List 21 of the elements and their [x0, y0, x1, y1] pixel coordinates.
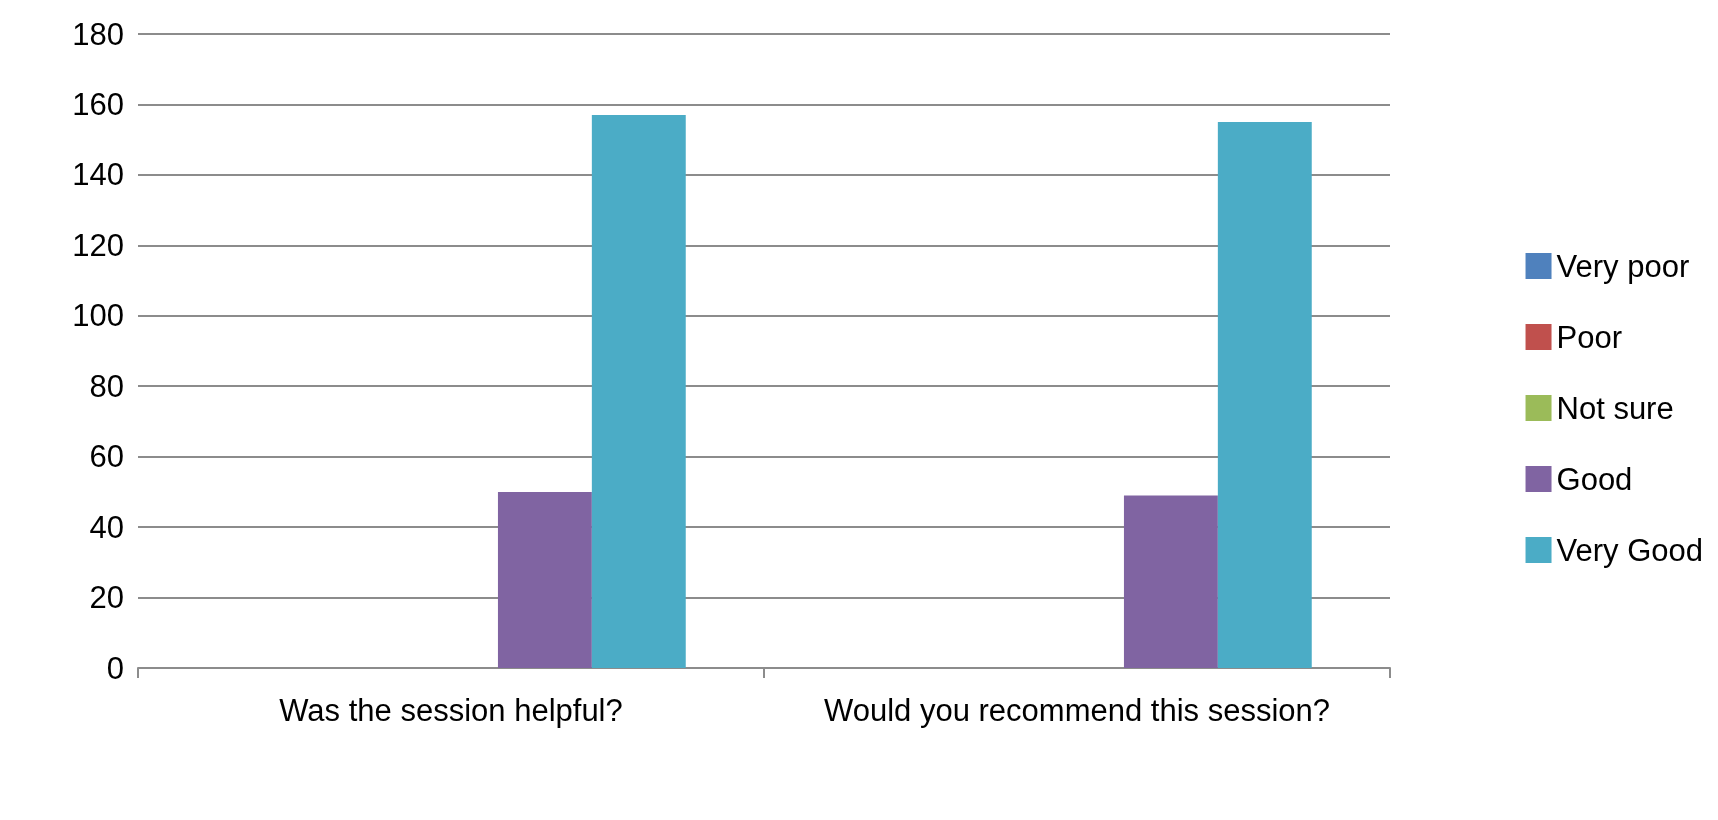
y-tick-label: 0	[106, 650, 124, 686]
y-tick-label: 80	[89, 368, 124, 404]
y-tick-label: 160	[72, 86, 124, 122]
y-tick-label: 140	[72, 157, 124, 193]
bar	[497, 491, 592, 668]
y-tick-label: 20	[89, 580, 124, 616]
legend-label: Not sure	[1556, 390, 1674, 426]
y-tick-label: 100	[72, 298, 124, 334]
x-tick-label: Was the session helpful?	[279, 692, 623, 728]
x-tick-label: Would you recommend this session?	[823, 692, 1331, 728]
bar	[1217, 122, 1312, 668]
bar	[591, 115, 686, 668]
y-tick-label: 120	[72, 227, 124, 263]
legend-label: Poor	[1556, 319, 1623, 355]
bar	[1123, 495, 1218, 668]
legend-label: Good	[1556, 461, 1633, 497]
y-tick-label: 60	[89, 439, 124, 475]
y-tick-label: 180	[72, 16, 124, 52]
legend-label: Very poor	[1556, 248, 1690, 284]
y-tick-label: 40	[89, 509, 124, 545]
legend-label: Very Good	[1556, 532, 1704, 568]
